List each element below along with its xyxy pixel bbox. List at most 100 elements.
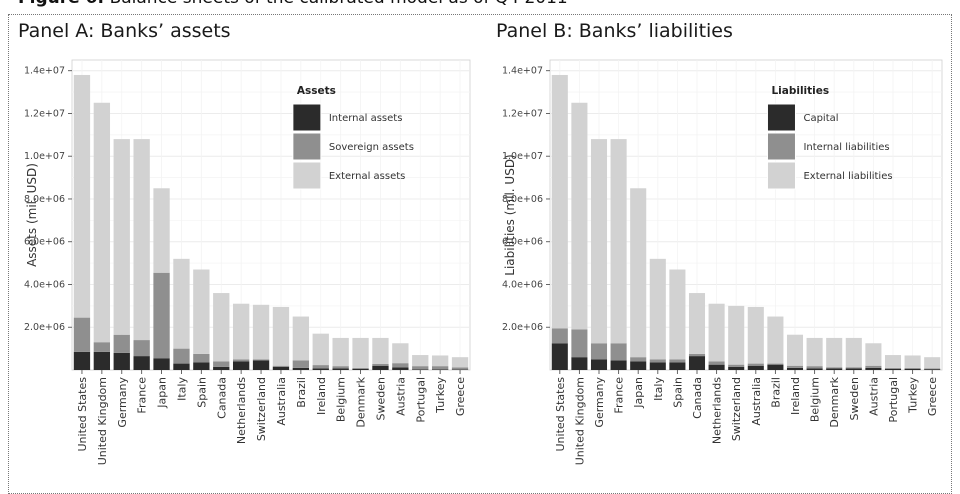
bar-segment (193, 354, 209, 363)
bar-segment (630, 357, 646, 361)
x-tick-label: Turkey (434, 377, 447, 414)
x-tick-label: Portugal (887, 377, 900, 423)
bar-segment (293, 360, 309, 367)
x-tick-label: Ireland (315, 377, 328, 415)
bar-segment (173, 364, 189, 370)
legend-label: Internal assets (329, 113, 403, 124)
x-tick-label: United Kingdom (96, 377, 109, 465)
bar-segment (826, 367, 842, 368)
bar-segment (709, 304, 725, 362)
bar-segment (352, 368, 368, 369)
panel-b-title: Panel B: Banks’ liabilities (496, 20, 733, 42)
y-tick-label: 1.4e+07 (502, 66, 543, 77)
bar-segment (173, 349, 189, 364)
x-tick-label: Japan (156, 377, 169, 409)
bar-segment (432, 355, 448, 366)
x-tick-label: Belgium (809, 377, 822, 422)
bar-segment (571, 329, 587, 357)
legend-swatch (767, 162, 795, 189)
bar-segment (865, 368, 881, 370)
bar-segment (213, 293, 229, 361)
bar-segment (669, 363, 685, 370)
y-tick-label: 2.0e+06 (502, 322, 543, 333)
x-tick-label: Japan (632, 377, 645, 409)
bar-segment (767, 365, 783, 370)
bar-segment (133, 356, 149, 370)
x-tick-label: Switzerland (255, 377, 268, 441)
x-tick-label: Italy (175, 377, 188, 401)
x-tick-label: Italy (652, 377, 665, 401)
x-tick-label: Brazil (295, 377, 308, 408)
bar-segment (748, 366, 764, 370)
bar-segment (905, 369, 921, 370)
x-tick-label: United States (554, 377, 567, 452)
bar-segment (611, 139, 627, 343)
x-tick-label: France (136, 377, 149, 414)
bar-segment (432, 369, 448, 370)
bar-segment (273, 366, 289, 367)
bar-segment (924, 357, 940, 368)
x-tick-label: Australia (275, 377, 288, 426)
bar-segment (173, 259, 189, 349)
bar-segment (392, 367, 408, 370)
bar-segment (114, 139, 130, 335)
bar-segment (650, 363, 666, 370)
bar-segment (767, 317, 783, 364)
bar-segment (213, 361, 229, 366)
bar-segment (826, 368, 842, 370)
x-tick-label: Sweden (374, 377, 387, 420)
bar-segment (807, 366, 823, 368)
x-tick-label: Spain (195, 377, 208, 408)
x-tick-label: Sweden (848, 377, 861, 420)
bar-segment (372, 366, 388, 370)
x-tick-label: Greece (926, 377, 939, 416)
bar-segment (767, 364, 783, 365)
y-tick-label: 2.0e+06 (24, 322, 65, 333)
y-tick-label: 1.2e+07 (24, 108, 65, 119)
bar-segment (571, 103, 587, 330)
bar-segment (153, 273, 169, 359)
legend-swatch (767, 104, 795, 131)
bar-segment (74, 318, 90, 352)
bar-segment (94, 352, 110, 370)
bar-segment (728, 365, 744, 367)
legend-swatch (293, 162, 321, 189)
bar-segment (392, 343, 408, 363)
y-tick-label: 4.0e+06 (502, 279, 543, 290)
x-tick-label: Canada (691, 377, 704, 419)
bar-segment (552, 343, 568, 370)
legend-title: Liabilities (771, 85, 829, 97)
bar-segment (787, 366, 803, 368)
bar-segment (905, 355, 921, 367)
bar-segment (332, 338, 348, 366)
x-tick-label: Austria (394, 377, 407, 416)
bar-segment (728, 367, 744, 370)
bar-segment (313, 334, 329, 365)
bar-segment (153, 188, 169, 272)
bar-segment (865, 366, 881, 368)
bar-segment (273, 367, 289, 370)
legend-label: Internal liabilities (803, 142, 889, 153)
legend-label: Sovereign assets (329, 142, 414, 153)
bar-segment (611, 360, 627, 370)
x-tick-label: Germany (593, 377, 606, 428)
x-tick-label: Greece (454, 377, 467, 416)
bar-segment (748, 364, 764, 366)
bar-segment (94, 103, 110, 342)
y-axis-label: Liabilities (mil. USD) (503, 154, 517, 275)
bar-segment (787, 368, 803, 370)
bar-segment (452, 367, 468, 369)
bar-segment (709, 361, 725, 364)
x-tick-label: Denmark (355, 376, 368, 427)
x-tick-label: Turkey (907, 377, 920, 414)
bar-segment (114, 353, 130, 370)
bar-segment (193, 363, 209, 370)
bar-segment (253, 359, 269, 360)
bar-segment (74, 352, 90, 370)
x-tick-label: Australia (750, 377, 763, 426)
y-axis-label: Assets (mil. USD) (25, 163, 39, 267)
figure-caption-label: Figure 6: (18, 0, 104, 8)
bar-segment (885, 355, 901, 368)
bar-segment (392, 363, 408, 367)
bar-segment (728, 306, 744, 365)
